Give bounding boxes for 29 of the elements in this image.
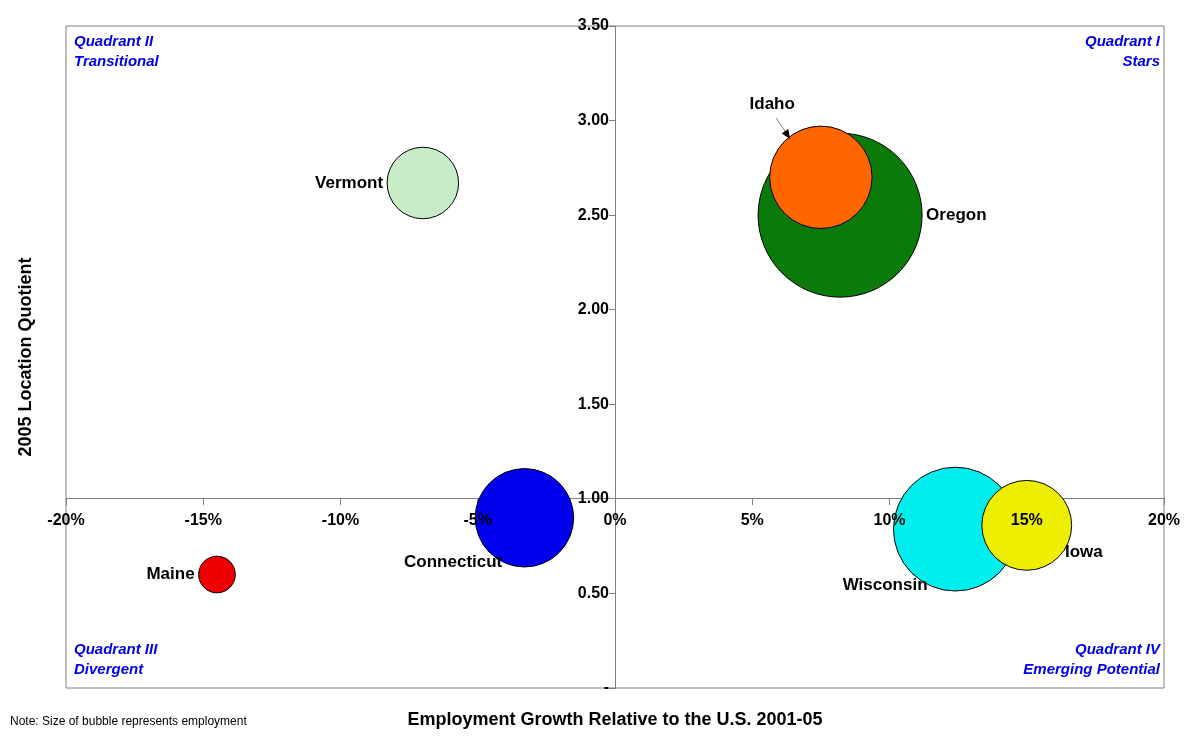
annotation: Quadrant III Divergent [74, 639, 159, 677]
series-label: Maine [146, 564, 195, 584]
series-label: Idaho [749, 93, 795, 113]
series-label: Vermont [315, 172, 384, 192]
y-tick-label: 2.50 [577, 205, 610, 223]
series-label: Iowa [1064, 541, 1104, 561]
series-label: Wisconsin [842, 574, 928, 594]
y-tick-label: 1.00 [577, 489, 610, 507]
y-tick-label: - [603, 678, 609, 696]
x-tick-label: -15% [184, 511, 222, 529]
y-tick-label: 2.00 [577, 300, 610, 318]
y-tick-label: 1.50 [577, 394, 610, 412]
x-tick-label: 0% [603, 511, 627, 529]
annotation: Quadrant II Transitional [74, 31, 160, 69]
x-axis-title: Employment Growth Relative to the U.S. 2001-05 [407, 708, 823, 729]
annotation: Quadrant IV Emerging Potential [1023, 639, 1162, 677]
series-label: Oregon [926, 204, 987, 224]
y-tick-label: 0.50 [577, 583, 610, 601]
x-tick-label: 20% [1147, 511, 1181, 529]
series-label: Connecticut [404, 551, 503, 571]
x-tick-label: 5% [740, 511, 764, 529]
text: Note: Size of bubble represents employment [10, 714, 248, 729]
x-tick-label: -10% [321, 511, 360, 529]
y-tick-label: 3.50 [577, 16, 610, 34]
x-tick-label: 15% [1010, 511, 1043, 529]
y-axis-title: 2005 Location Quotient [14, 257, 35, 457]
annotation: Quadrant I Stars [1084, 31, 1161, 69]
y-tick-label: 3.00 [577, 110, 610, 128]
x-tick-label: -20% [47, 511, 85, 529]
